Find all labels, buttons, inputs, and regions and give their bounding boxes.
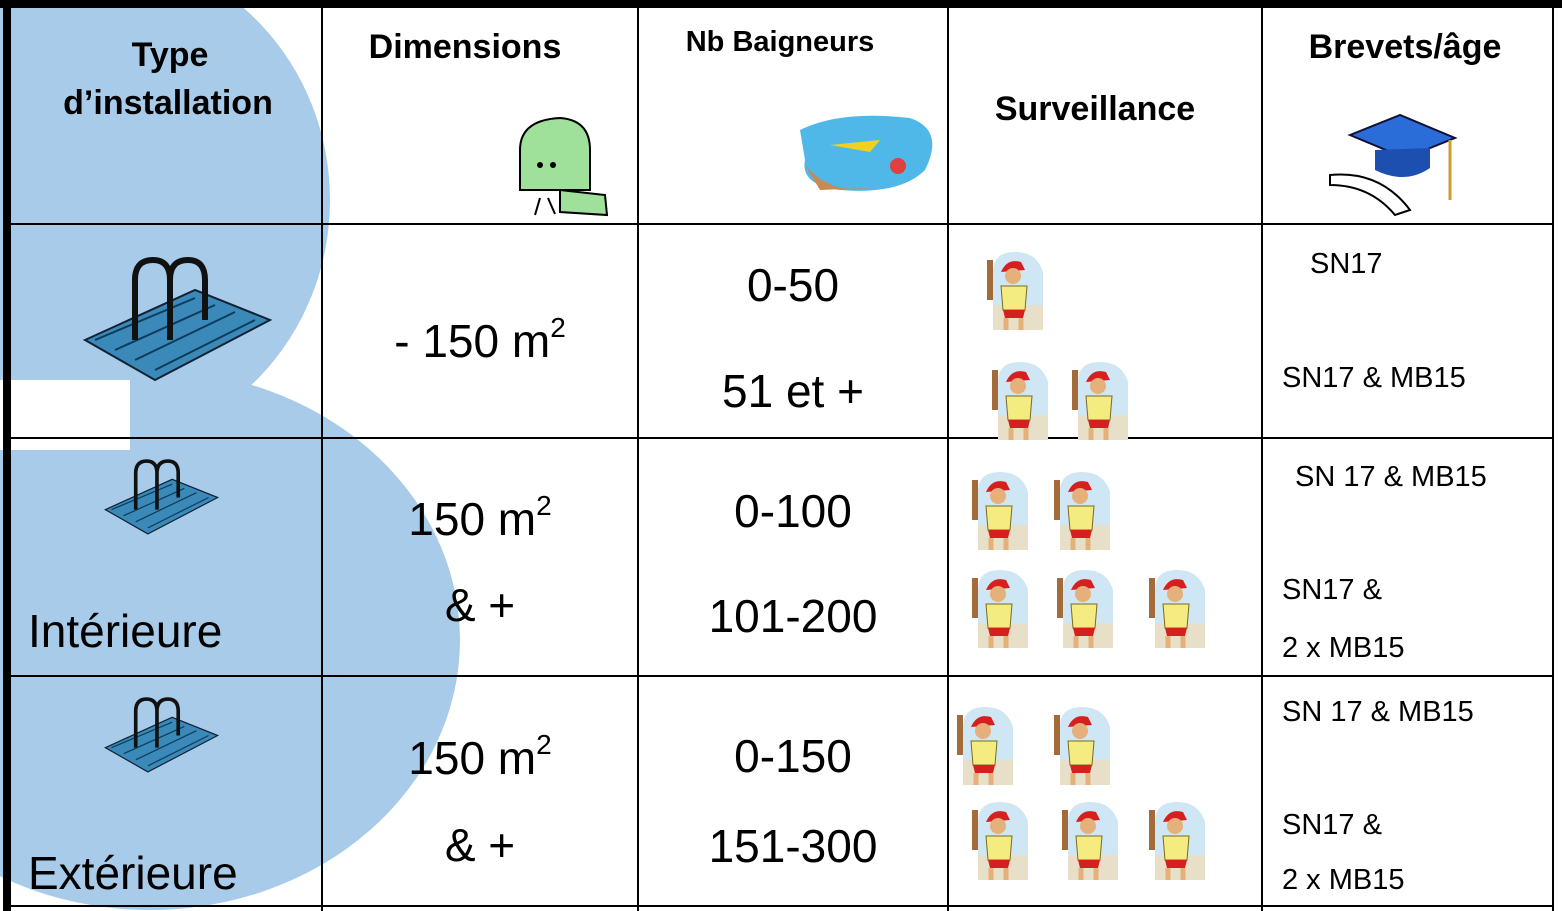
- dimension-text: - 150 m: [394, 315, 551, 367]
- certificate-cell: 2 x MB15: [1282, 864, 1405, 896]
- lifeguard-icon: [1062, 802, 1118, 880]
- lifeguard-icon: [972, 472, 1028, 550]
- top-border: [0, 0, 1562, 8]
- lifeguard-icon: [957, 707, 1013, 785]
- dimension-cell: 150 m2: [408, 492, 551, 545]
- lifeguard-icon: [1054, 707, 1110, 785]
- graduation-cap-icon: [1329, 113, 1458, 217]
- lifeguard-icon: [1149, 802, 1205, 880]
- header-cell: Brevets/âge: [1308, 28, 1502, 66]
- dimension-cell: - 150 m2: [394, 314, 566, 367]
- dimension-cell: & +: [444, 819, 516, 871]
- bathers-cell: 101-200: [708, 590, 878, 642]
- dimension-cell: 150 m2: [408, 731, 551, 784]
- certificate-cell: SN17: [1310, 248, 1383, 280]
- dimension-exponent: 2: [536, 490, 552, 521]
- certificate-cell: SN 17 & MB15: [1282, 696, 1474, 728]
- header-cell: Dimensions: [368, 28, 562, 66]
- certificate-cell: 2 x MB15: [1282, 632, 1405, 664]
- table-grid: [11, 8, 1554, 911]
- dimension-exponent: 2: [550, 312, 566, 343]
- bathers-cell: 0-100: [734, 485, 852, 537]
- header-cell: Type: [131, 36, 209, 74]
- type-cell: Extérieure: [28, 847, 238, 899]
- lifeguard-icon: [987, 252, 1043, 330]
- left-border: [3, 8, 11, 911]
- lifeguard-icon: [972, 802, 1028, 880]
- swimmers-icon: [800, 115, 933, 191]
- bathers-cell: 151-300: [708, 820, 878, 872]
- bathers-cell: 0-150: [734, 730, 852, 782]
- tape-measure-icon: [519, 116, 609, 217]
- background-shapes: [0, 0, 460, 910]
- lifeguard-icon: [1149, 570, 1205, 648]
- dimension-exponent: 2: [536, 729, 552, 760]
- certificate-cell: SN17 & MB15: [1282, 362, 1466, 394]
- bathers-cell: 51 et +: [722, 365, 864, 417]
- dimension-text: 150 m: [408, 493, 537, 545]
- certificate-cell: SN 17 & MB15: [1295, 461, 1487, 493]
- header-cell: Surveillance: [994, 90, 1196, 128]
- header-cell: Nb Baigneurs: [685, 26, 875, 58]
- lifeguard-icon: [1057, 570, 1113, 648]
- certificate-cell: SN17 &: [1282, 809, 1382, 841]
- type-cell: Intérieure: [28, 605, 223, 657]
- header-cell: d’installation: [63, 84, 273, 122]
- lifeguard-icons: [957, 252, 1205, 880]
- dimension-cell: & +: [444, 579, 516, 631]
- lifeguard-icon: [992, 362, 1048, 440]
- certificate-cell: SN17 &: [1282, 574, 1382, 606]
- bathers-cell: 0-50: [746, 259, 840, 311]
- lifeguard-icon: [972, 570, 1028, 648]
- header-icons: [519, 113, 1458, 217]
- lifeguard-icon: [1072, 362, 1128, 440]
- lifeguard-icon: [1054, 472, 1110, 550]
- dimension-text: 150 m: [408, 732, 537, 784]
